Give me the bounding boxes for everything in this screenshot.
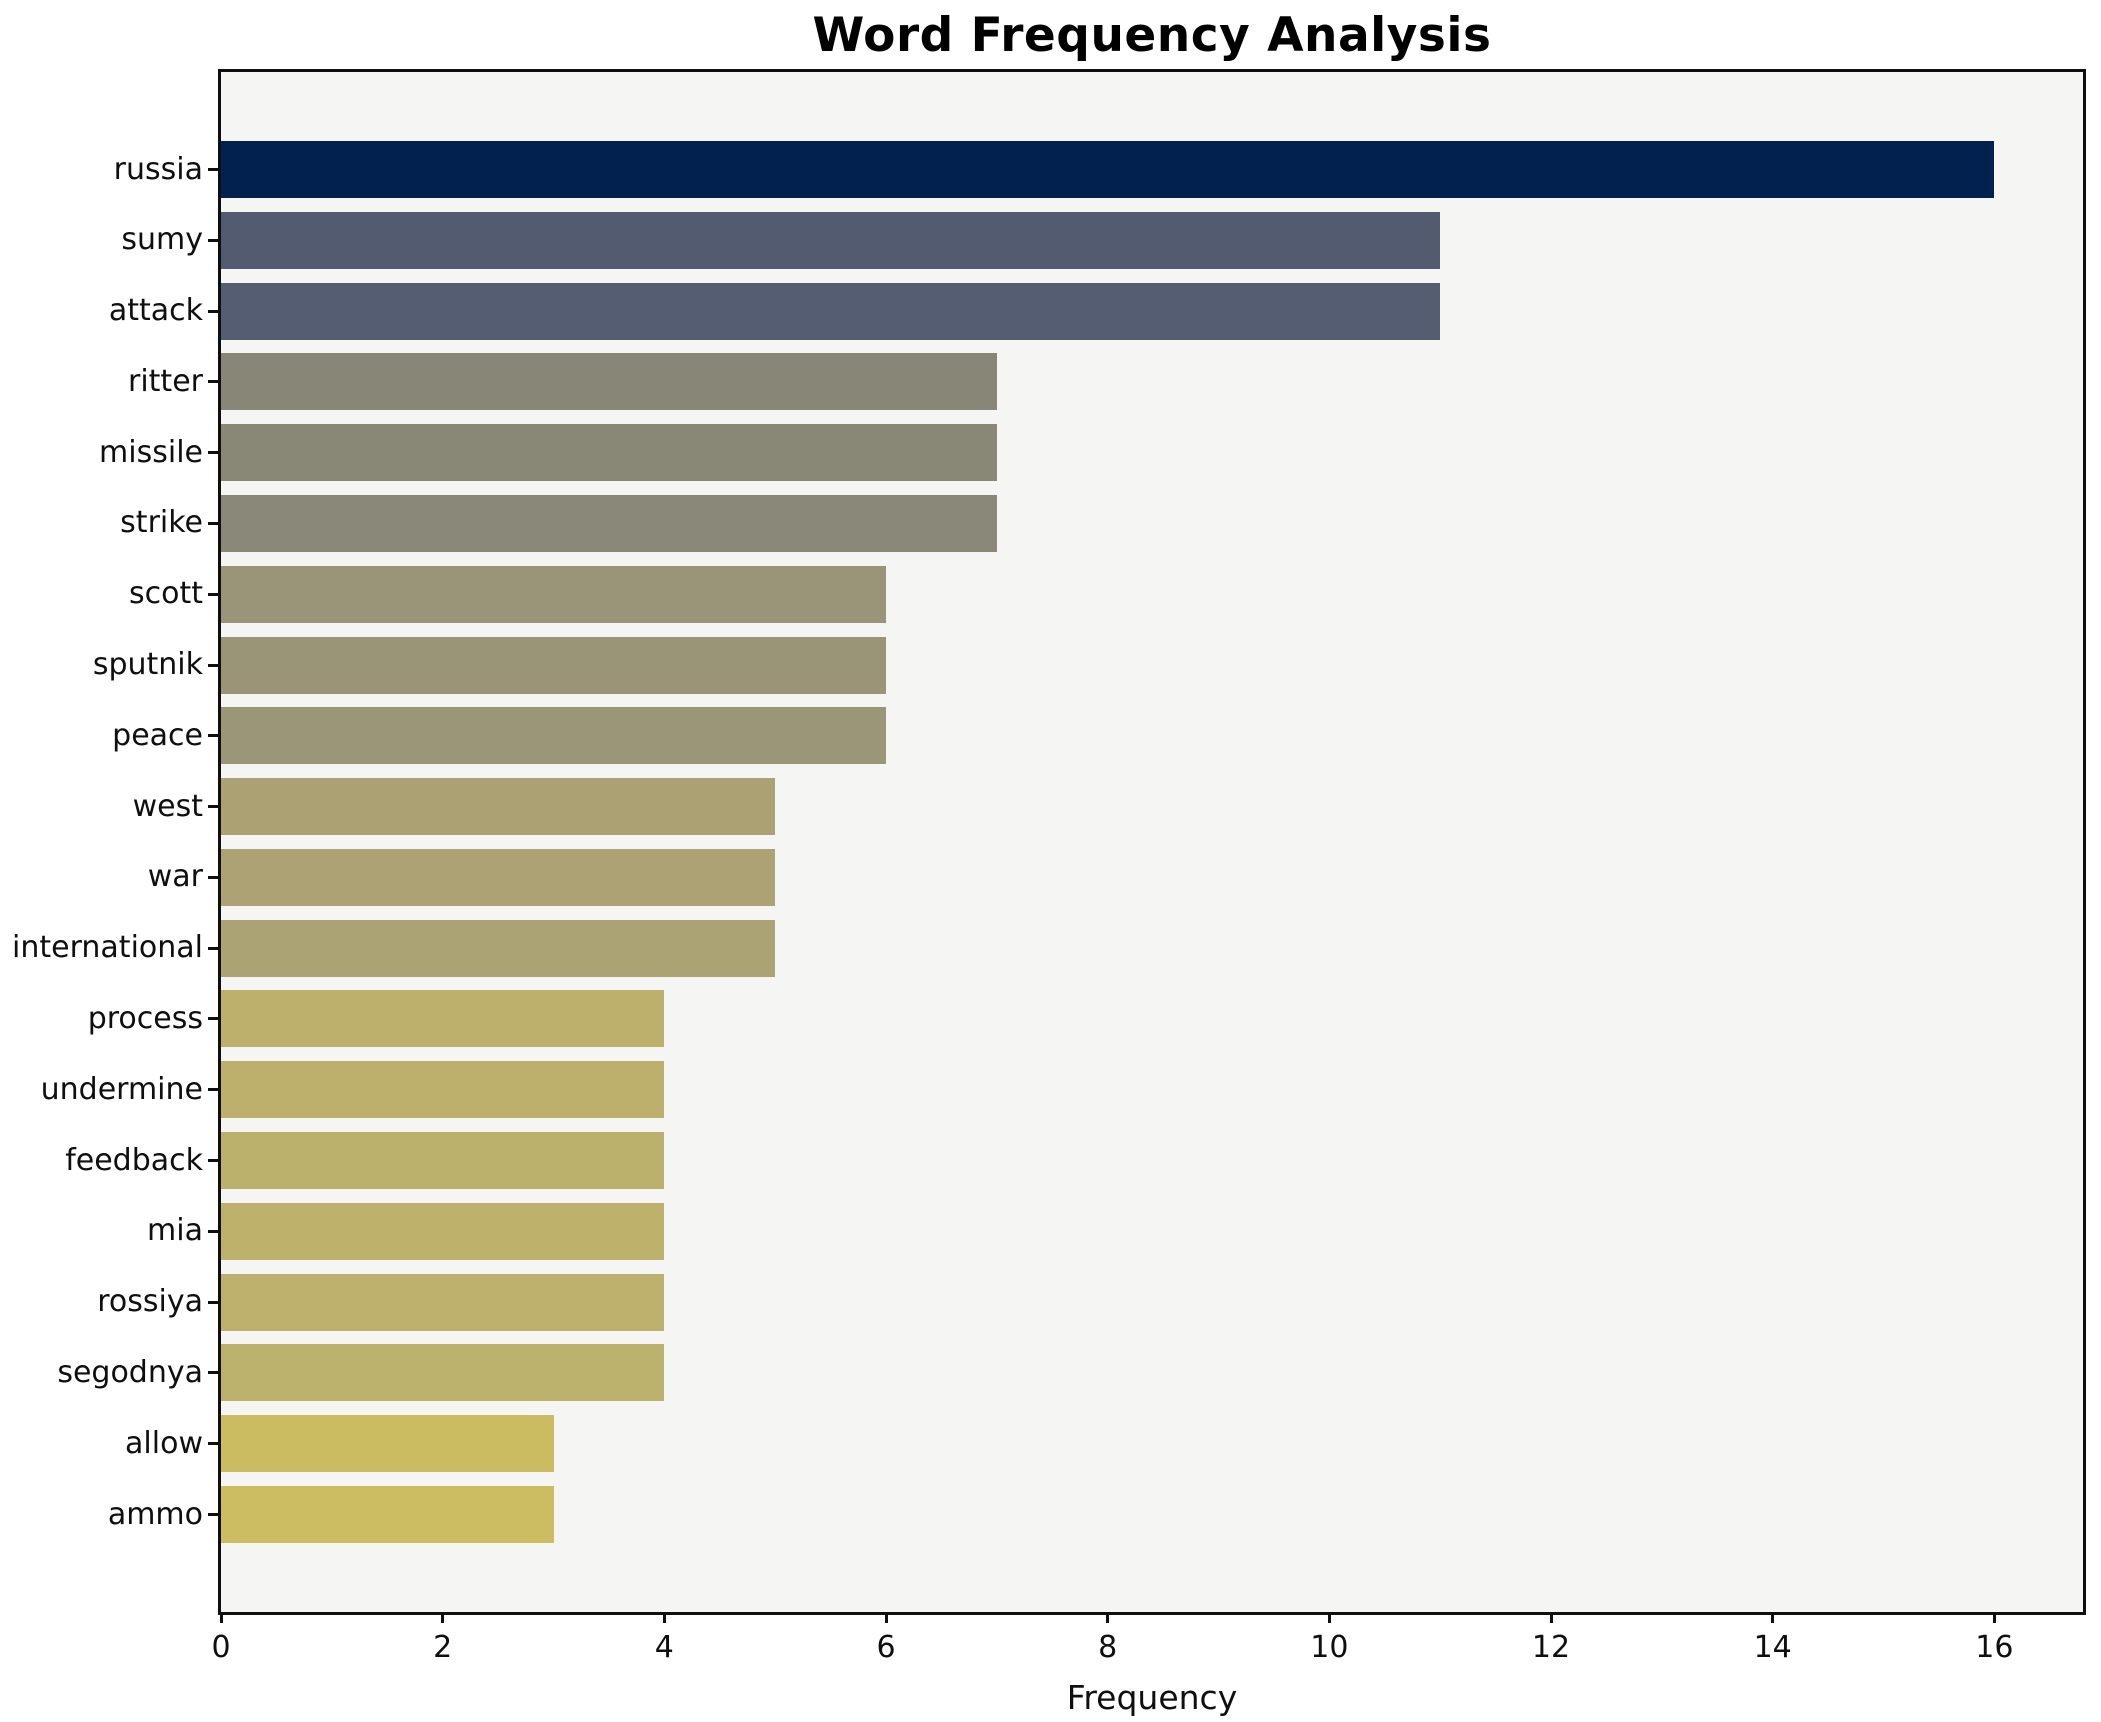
- x-tick-label-12: 12: [1531, 1630, 1571, 1665]
- bar-segodnya: [221, 1344, 665, 1402]
- y-tick-label-rossiya: rossiya: [97, 1284, 203, 1320]
- x-tick-mark: [1327, 1612, 1331, 1623]
- y-tick-label-russia: russia: [113, 151, 203, 187]
- x-tick-label-14: 14: [1753, 1630, 1792, 1665]
- y-tick-label-feedback: feedback: [65, 1142, 203, 1178]
- y-tick-mark: [208, 1229, 218, 1233]
- y-tick-mark: [208, 521, 218, 525]
- y-tick-label-peace: peace: [112, 717, 203, 753]
- y-tick-label-ammo: ammo: [107, 1496, 203, 1532]
- y-tick-label-process: process: [87, 1000, 203, 1036]
- bar-scott: [221, 565, 886, 623]
- bar-peace: [221, 707, 886, 765]
- y-tick-mark: [208, 238, 218, 242]
- bar-war: [221, 848, 776, 906]
- y-tick-label-international: international: [12, 930, 203, 966]
- x-tick-mark: [1992, 1612, 1996, 1623]
- y-tick-label-strike: strike: [120, 505, 203, 541]
- bar-strike: [221, 494, 997, 552]
- y-tick-mark: [208, 946, 218, 950]
- y-tick-mark: [208, 875, 218, 879]
- y-tick-label-ritter: ritter: [128, 363, 203, 399]
- y-tick-label-undermine: undermine: [40, 1071, 203, 1107]
- bar-sputnik: [221, 636, 886, 694]
- y-tick-label-sputnik: sputnik: [92, 647, 203, 683]
- x-tick-label-16: 16: [1975, 1630, 2014, 1665]
- x-tick-mark: [662, 1612, 666, 1623]
- x-tick-label-2: 2: [433, 1630, 453, 1665]
- y-tick-mark: [208, 1371, 218, 1375]
- y-tick-mark: [208, 168, 218, 171]
- y-tick-mark: [208, 1088, 218, 1092]
- bar-international: [221, 919, 776, 977]
- y-tick-mark: [208, 805, 218, 809]
- x-axis-title: Frequency: [1066, 1678, 1238, 1717]
- y-tick-label-allow: allow: [125, 1425, 203, 1461]
- y-tick-mark: [208, 451, 218, 455]
- bar-russia: [221, 141, 1995, 198]
- x-tick-mark: [884, 1612, 888, 1623]
- x-tick-label-0: 0: [211, 1630, 231, 1665]
- y-tick-mark: [208, 1442, 218, 1446]
- y-tick-mark: [208, 309, 218, 313]
- bar-feedback: [221, 1132, 665, 1190]
- x-tick-label-10: 10: [1310, 1630, 1349, 1665]
- bar-ammo: [221, 1486, 554, 1543]
- plot-area: [218, 69, 2086, 1615]
- y-tick-mark: [208, 1300, 218, 1304]
- x-tick-label-4: 4: [654, 1630, 674, 1665]
- bar-rossiya: [221, 1273, 665, 1331]
- y-tick-mark: [208, 1017, 218, 1021]
- x-tick-label-8: 8: [1098, 1630, 1118, 1665]
- y-tick-label-scott: scott: [128, 576, 203, 612]
- x-tick-mark: [441, 1612, 445, 1623]
- x-tick-mark: [219, 1612, 223, 1623]
- y-tick-mark: [208, 592, 218, 596]
- bar-undermine: [221, 1061, 665, 1119]
- bar-mia: [221, 1202, 665, 1260]
- y-tick-label-war: war: [147, 859, 203, 895]
- x-tick-mark: [1771, 1612, 1775, 1623]
- y-tick-label-attack: attack: [108, 293, 203, 329]
- bar-missile: [221, 424, 997, 482]
- y-tick-mark: [208, 734, 218, 738]
- y-tick-label-missile: missile: [99, 434, 203, 470]
- x-tick-mark: [1549, 1612, 1553, 1623]
- bar-ritter: [221, 353, 997, 411]
- bar-sumy: [221, 211, 1441, 269]
- bar-process: [221, 990, 665, 1048]
- bar-attack: [221, 282, 1441, 340]
- y-tick-mark: [208, 1513, 218, 1516]
- y-tick-label-sumy: sumy: [121, 222, 203, 258]
- y-tick-label-west: west: [132, 788, 203, 824]
- y-tick-mark: [208, 380, 218, 384]
- x-tick-label-6: 6: [876, 1630, 896, 1665]
- bar-allow: [221, 1415, 554, 1473]
- y-tick-mark: [208, 663, 218, 667]
- bar-west: [221, 778, 776, 836]
- chart-title: Word Frequency Analysis: [812, 8, 1492, 63]
- y-tick-mark: [208, 1159, 218, 1163]
- y-tick-label-mia: mia: [147, 1213, 203, 1249]
- y-tick-label-segodnya: segodnya: [57, 1354, 203, 1390]
- x-tick-mark: [1106, 1612, 1110, 1623]
